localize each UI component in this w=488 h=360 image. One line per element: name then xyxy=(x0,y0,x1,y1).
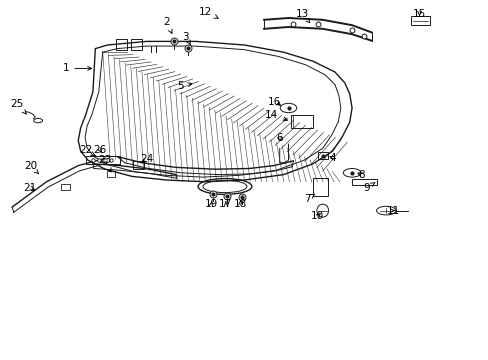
Bar xyxy=(61,184,70,190)
Text: 16: 16 xyxy=(267,96,281,107)
Text: 12: 12 xyxy=(198,6,218,18)
Text: 2: 2 xyxy=(163,17,172,33)
Text: 5: 5 xyxy=(177,81,191,91)
Bar xyxy=(106,171,115,177)
Text: 14: 14 xyxy=(264,110,287,121)
Text: 11: 11 xyxy=(386,206,400,216)
Text: 1: 1 xyxy=(62,63,91,73)
Bar xyxy=(351,179,376,185)
Bar xyxy=(290,115,312,128)
Text: 22: 22 xyxy=(79,145,95,156)
Text: 24: 24 xyxy=(140,154,153,164)
Text: 8: 8 xyxy=(357,170,365,180)
Text: 23: 23 xyxy=(98,155,112,172)
Text: 4: 4 xyxy=(328,153,335,163)
Text: 7: 7 xyxy=(303,194,314,204)
Text: 18: 18 xyxy=(233,199,247,210)
Text: 13: 13 xyxy=(295,9,309,23)
Bar xyxy=(116,39,127,50)
Text: 3: 3 xyxy=(182,32,190,45)
Bar xyxy=(85,156,120,164)
Text: 20: 20 xyxy=(24,161,39,174)
Text: 26: 26 xyxy=(93,145,107,156)
Bar xyxy=(317,152,327,159)
Text: 15: 15 xyxy=(412,9,426,19)
Bar xyxy=(312,178,327,196)
Text: 10: 10 xyxy=(311,211,324,221)
Text: 19: 19 xyxy=(204,199,218,210)
Bar xyxy=(131,39,142,50)
Text: 25: 25 xyxy=(10,99,26,114)
Text: 21: 21 xyxy=(23,183,37,193)
Text: 17: 17 xyxy=(219,199,232,210)
Bar xyxy=(410,16,429,25)
Text: 6: 6 xyxy=(276,132,283,143)
Bar xyxy=(133,161,143,169)
Text: 9: 9 xyxy=(363,183,374,193)
